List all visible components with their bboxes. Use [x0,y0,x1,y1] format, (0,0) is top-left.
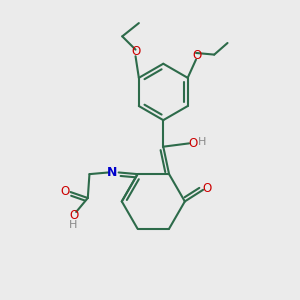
Text: O: O [60,185,70,198]
Text: H: H [198,137,207,147]
Text: O: O [192,49,201,62]
Text: O: O [203,182,212,195]
Text: O: O [131,46,140,59]
Text: O: O [69,209,78,222]
Text: O: O [188,137,198,150]
Text: N: N [107,166,117,179]
Text: H: H [69,220,77,230]
